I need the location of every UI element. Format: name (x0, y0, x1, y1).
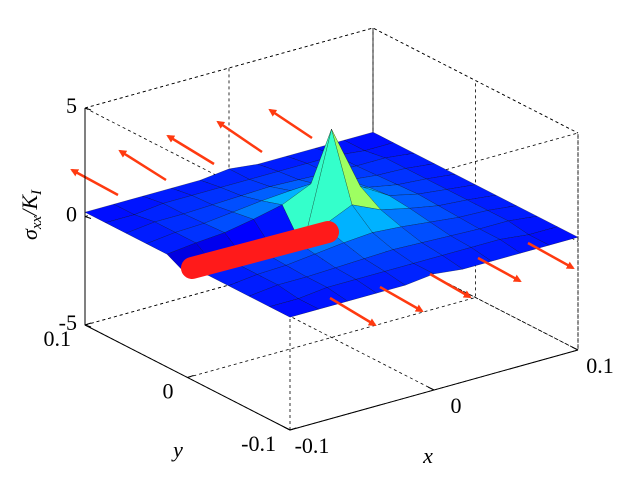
z-tick (84, 107, 92, 111)
x-tick (283, 426, 291, 431)
z-axis-label: σxx/KI (17, 189, 45, 240)
y-tick (187, 375, 194, 378)
z-tick-label: 5 (66, 93, 77, 118)
y-tick (84, 322, 92, 326)
x-tick-label: 0 (451, 393, 462, 418)
y-tick-label: -0.1 (241, 431, 276, 456)
surface (84, 128, 579, 318)
arrow (118, 149, 167, 182)
box-edge (84, 27, 579, 134)
arrow (379, 285, 424, 313)
z-tick-label: -5 (59, 310, 77, 335)
y-tick-label: 0.1 (44, 326, 72, 351)
grid-line (84, 27, 579, 134)
x-tick-label: 0.1 (586, 353, 614, 378)
arrow (329, 296, 377, 327)
load-arrows-top (70, 108, 313, 197)
z-label-part: σ (17, 228, 42, 240)
arrow (216, 120, 263, 154)
z-label-part: xx (29, 215, 45, 230)
grid-line (84, 244, 579, 351)
x-tick (427, 386, 435, 391)
y-axis-label: y (171, 437, 183, 462)
x-axis-label: x (422, 443, 433, 468)
z-label-part: I (29, 189, 45, 196)
arrow (166, 134, 215, 166)
arrow (477, 256, 522, 283)
z-tick (84, 324, 92, 328)
load-arrows-bottom (329, 241, 575, 327)
arrow (70, 168, 119, 197)
crack (181, 221, 339, 279)
arrow (268, 108, 313, 140)
arrow (527, 241, 575, 270)
axes: -5 0 5 -0.1 0 0.1 -0.1 0 0.1 (44, 93, 614, 458)
x-tick-label: -0.1 (295, 433, 330, 458)
surface-patch (268, 298, 320, 318)
z-tick (84, 216, 92, 219)
z-tick-label: 0 (66, 202, 77, 227)
y-tick (289, 427, 297, 431)
y-tick-label: 0 (163, 379, 174, 404)
z-label-part: /K (17, 194, 42, 218)
x-tick (571, 346, 579, 351)
arrow (429, 272, 472, 299)
